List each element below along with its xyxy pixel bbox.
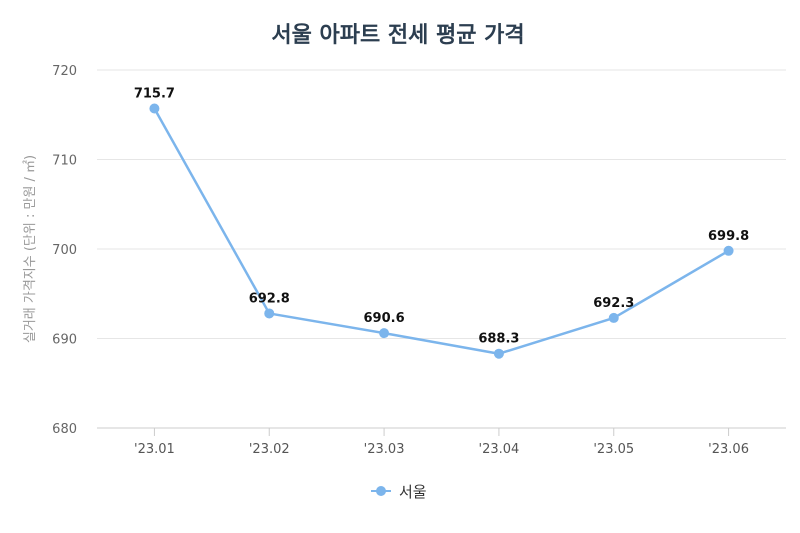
x-tick-label: '23.03: [364, 442, 405, 457]
data-label: 692.8: [249, 291, 290, 306]
legend[interactable]: 서울: [371, 483, 427, 501]
data-point[interactable]: [608, 312, 619, 323]
y-axis-label: 실거래 가격지수 (단위 : 만원 / ㎡): [23, 155, 38, 343]
x-tick-label: '23.02: [249, 442, 290, 457]
y-tick-label: 710: [52, 154, 77, 169]
data-point[interactable]: [149, 103, 160, 114]
x-tick-label: '23.06: [708, 442, 749, 457]
data-label: 690.6: [364, 311, 405, 326]
data-point[interactable]: [379, 328, 390, 339]
x-tick-label: '23.05: [593, 442, 634, 457]
chart-title: 서울 아파트 전세 평균 가격: [271, 23, 524, 48]
x-tick-label: '23.04: [479, 442, 520, 457]
y-tick-label: 700: [52, 243, 77, 258]
legend-marker-icon: [376, 486, 386, 496]
legend-label: 서울: [399, 483, 427, 501]
x-tick-label: '23.01: [134, 442, 175, 457]
grid-lines: [97, 69, 786, 429]
y-axis-ticks: 680 690 700 710 720: [52, 64, 77, 437]
data-label: 699.8: [708, 229, 749, 244]
y-tick-label: 720: [52, 64, 77, 79]
series-line: [153, 107, 730, 355]
data-label: 688.3: [478, 332, 519, 347]
data-point[interactable]: [493, 348, 504, 359]
y-tick-label: 690: [52, 333, 77, 348]
data-label: 692.3: [593, 296, 634, 311]
x-axis: '23.01 '23.02 '23.03 '23.04 '23.05 '23.06: [134, 428, 749, 457]
y-tick-label: 680: [52, 422, 77, 437]
series-seoul: 715.7 692.8 690.6 688.3 692.3 699.8: [134, 86, 749, 359]
data-label: 715.7: [134, 86, 175, 101]
data-point[interactable]: [264, 308, 275, 319]
data-point[interactable]: [723, 245, 734, 256]
